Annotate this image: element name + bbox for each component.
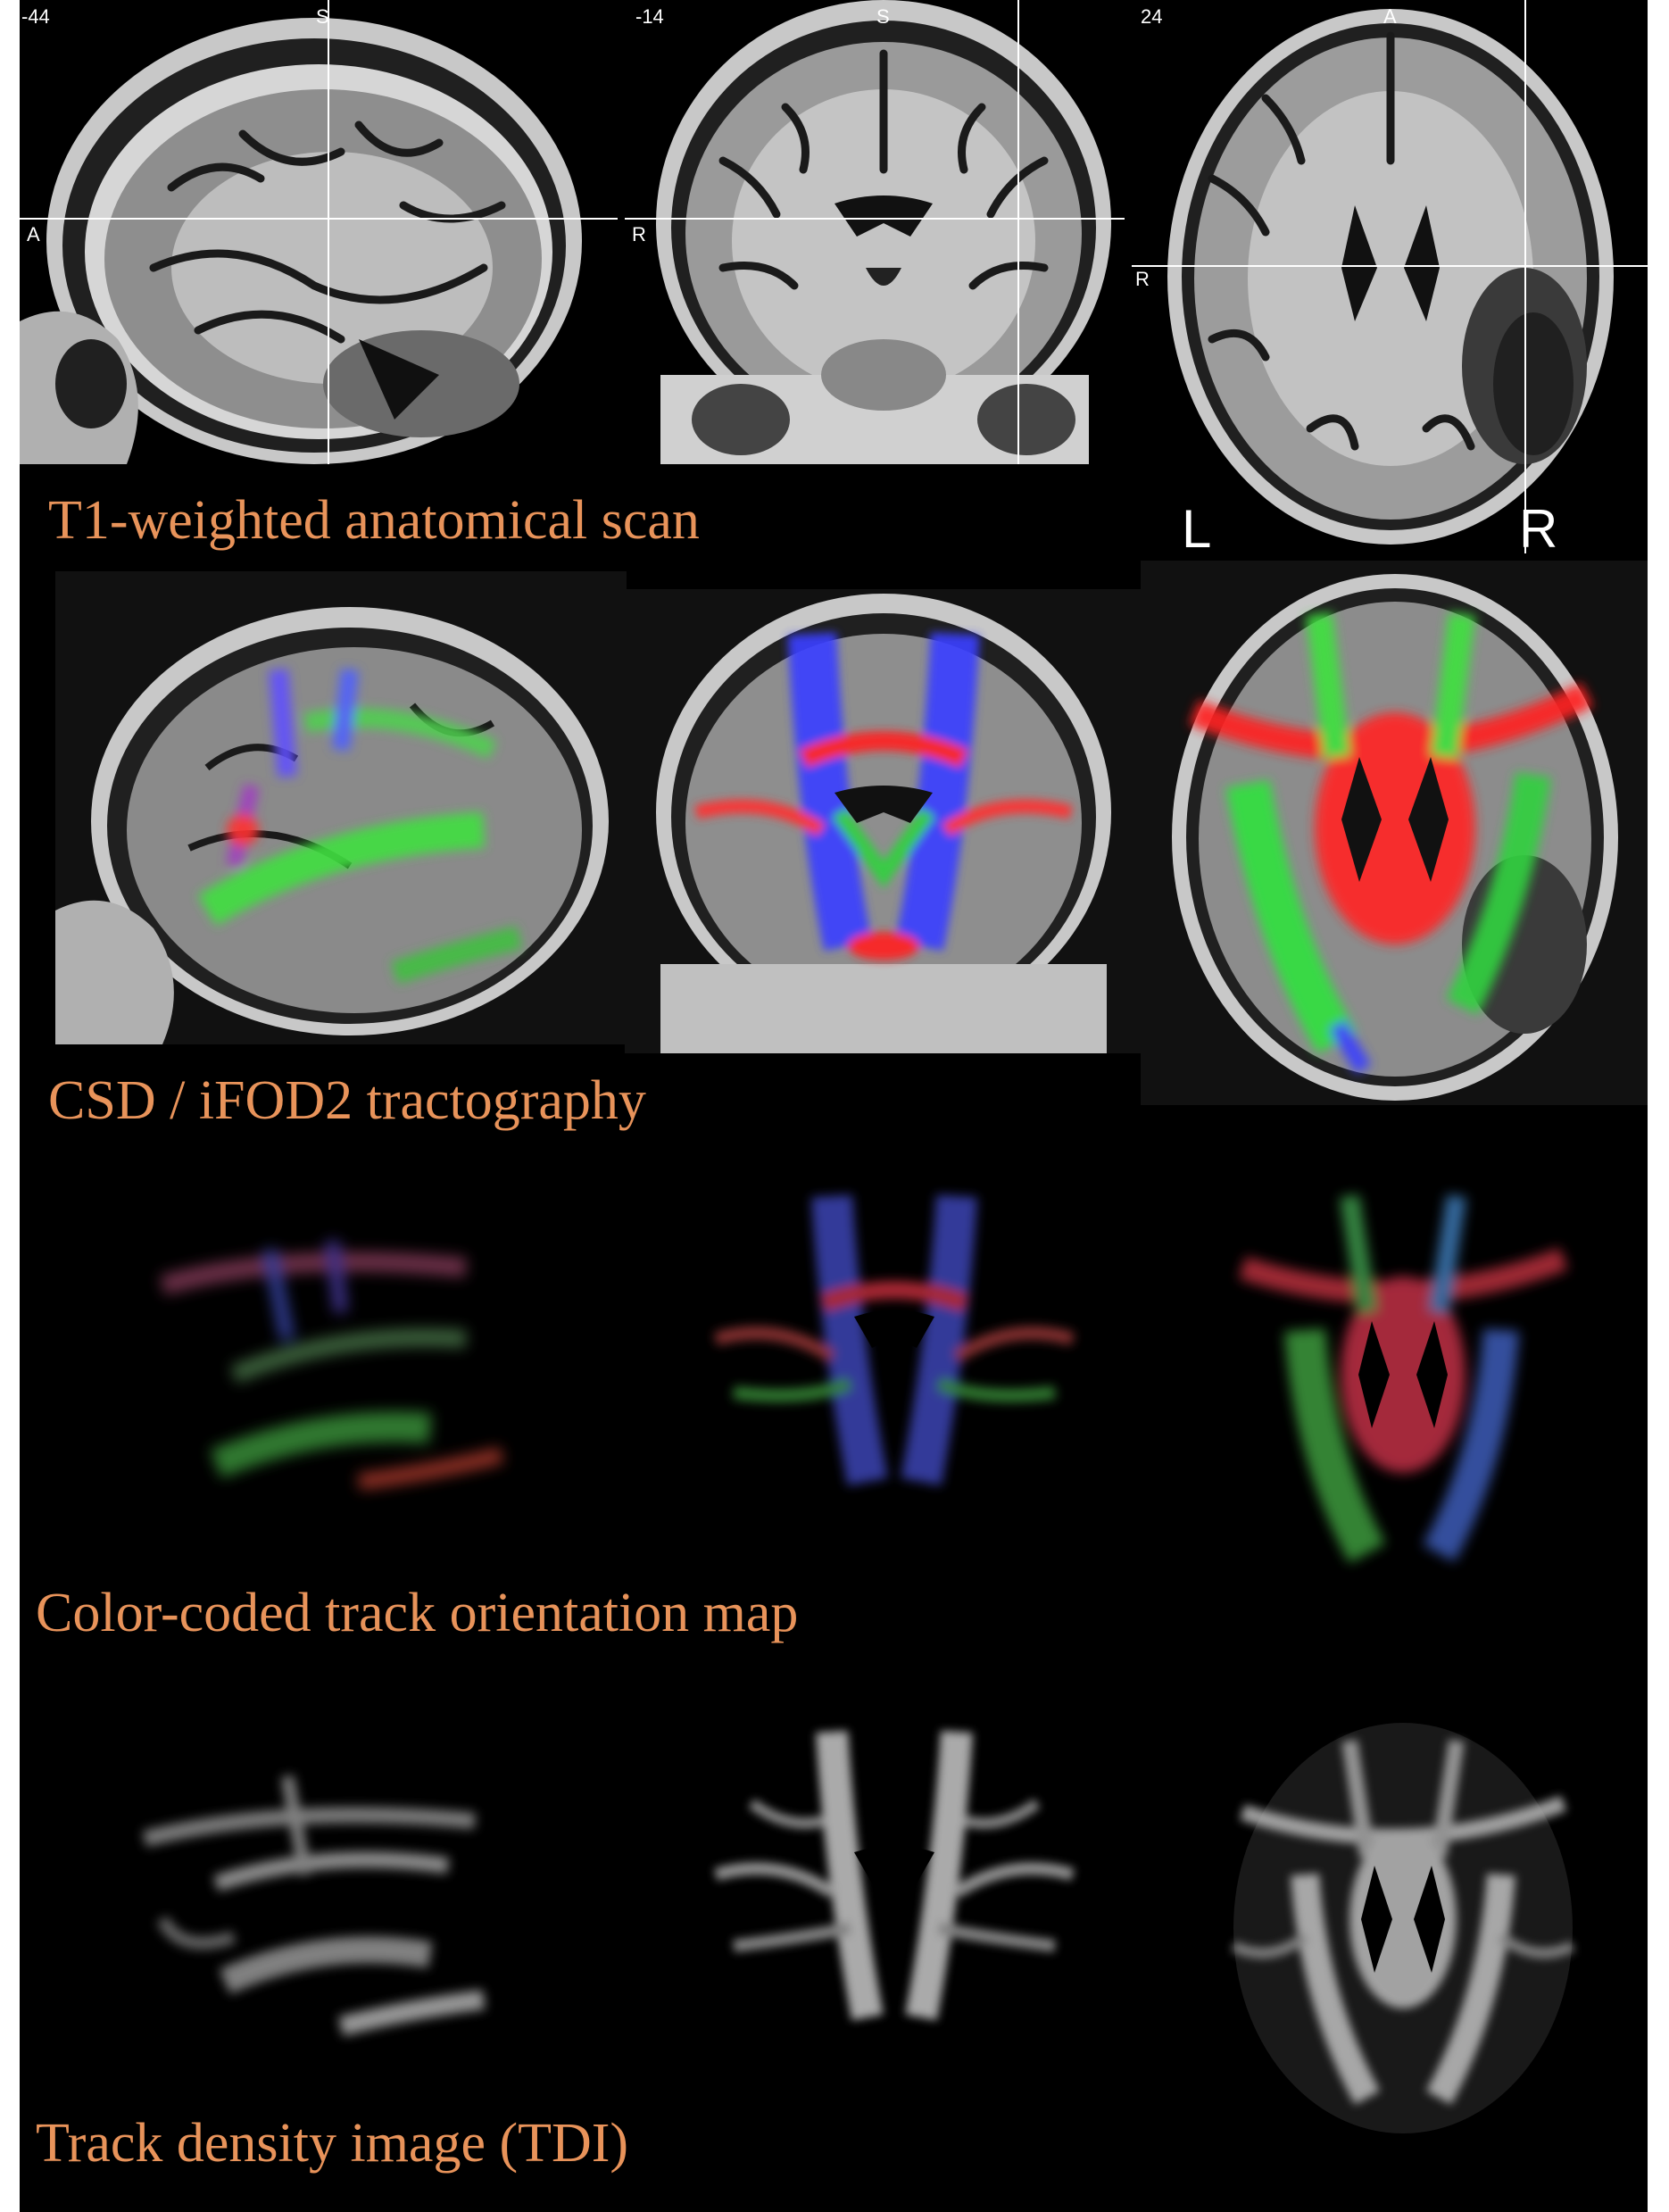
t1-axial-slice-number: 24 bbox=[1141, 5, 1163, 28]
tractography-coronal-panel bbox=[625, 589, 1142, 1053]
orientation-row-label: Color-coded track orientation map bbox=[36, 1583, 799, 1643]
t1-axial-top-orientation: A bbox=[1383, 5, 1397, 28]
t1-coronal-panel bbox=[625, 0, 1125, 464]
tractography-row-label: CSD / iFOD2 tractography bbox=[48, 1070, 646, 1131]
tractography-axial-panel bbox=[1141, 561, 1648, 1105]
t1-sagittal-slice-number: -44 bbox=[21, 5, 50, 28]
t1-axial-left-orientation: R bbox=[1135, 268, 1150, 290]
tdi-sagittal-panel bbox=[142, 1775, 486, 2036]
t1-row-label: T1-weighted anatomical scan bbox=[48, 490, 700, 551]
orientation-axial-panel bbox=[1238, 1194, 1568, 1564]
t1-sagittal-panel bbox=[20, 0, 618, 464]
orientation-coronal-panel bbox=[714, 1194, 1075, 1486]
tdi-coronal-panel bbox=[714, 1730, 1075, 2021]
t1-sagittal-left-orientation: A bbox=[27, 223, 40, 245]
figure-panel-grid: -44 S A -14 S R 24 A R L R T1-weighted a… bbox=[20, 0, 1648, 2212]
left-hemisphere-label: L bbox=[1182, 499, 1212, 559]
t1-axial-panel bbox=[1132, 0, 1648, 553]
right-hemisphere-label: R bbox=[1519, 499, 1558, 559]
tractography-sagittal-panel bbox=[55, 571, 627, 1044]
tdi-row-label: Track density image (TDI) bbox=[36, 2113, 629, 2174]
t1-coronal-left-orientation: R bbox=[632, 223, 646, 245]
orientation-sagittal-panel bbox=[159, 1240, 504, 1490]
t1-coronal-top-orientation: S bbox=[876, 5, 890, 28]
t1-coronal-slice-number: -14 bbox=[635, 5, 664, 28]
t1-sagittal-top-orientation: S bbox=[316, 5, 329, 28]
tdi-axial-panel bbox=[1231, 1723, 1575, 2133]
